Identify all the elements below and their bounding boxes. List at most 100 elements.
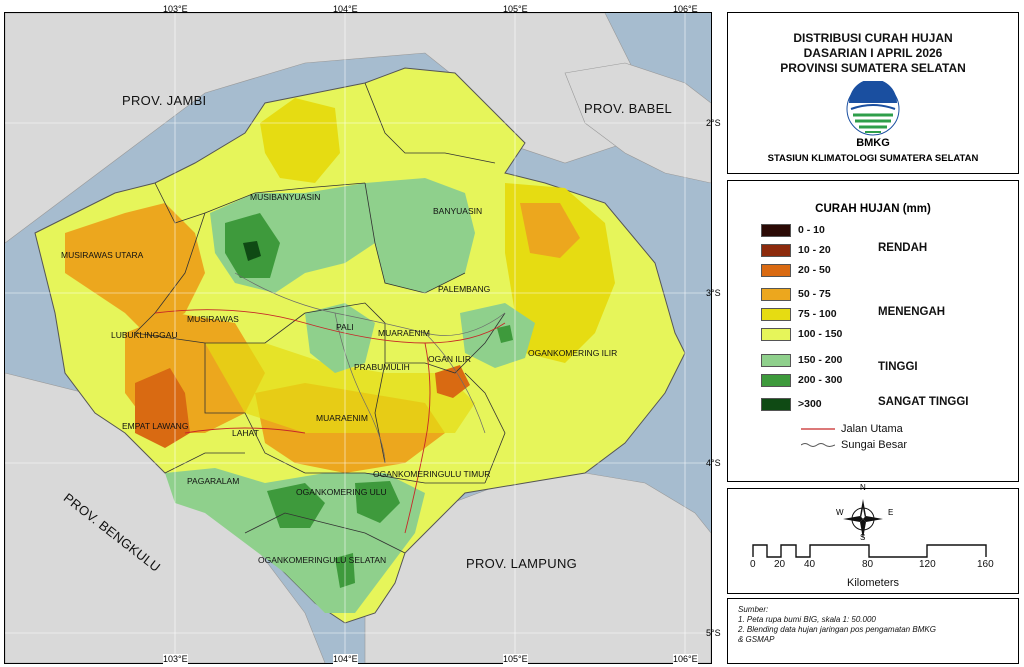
legend-swatch-100-150 xyxy=(761,327,791,341)
legend-road-label: Jalan Utama xyxy=(841,423,903,435)
scale-unit: Kilometers xyxy=(847,577,899,589)
legend-swatch-0-10 xyxy=(761,223,791,237)
legend-swatch-300 xyxy=(761,397,791,411)
zone-200-300-oku-west xyxy=(267,483,325,528)
legend-item-10-20: 10 - 20 xyxy=(761,243,831,257)
legend-label-200-300: 200 - 300 xyxy=(798,374,843,386)
legend-swatch-20-50 xyxy=(761,263,791,277)
legend-label-75-100: 75 - 100 xyxy=(798,308,837,320)
zone-50-75-west xyxy=(65,203,205,333)
zone-200-300-oku-east xyxy=(355,481,400,523)
agency-name: BMKG xyxy=(856,137,890,149)
province-babel-label: PROV. BABEL xyxy=(584,101,673,116)
zone-150-200-pali xyxy=(305,303,375,373)
region-pagaralam-label: PAGARALAM xyxy=(187,476,240,486)
legend-swatch-10-20 xyxy=(761,243,791,257)
zone-50-75-north xyxy=(260,98,340,183)
legend-item-300: >300 xyxy=(761,397,822,411)
legend-label-100-150: 100 - 150 xyxy=(798,328,843,340)
region-banyuasin-label: BANYUASIN xyxy=(433,206,483,216)
coord-bottom-105: 105°E xyxy=(503,654,528,664)
region-empat-lawang-label: EMPAT LAWANG xyxy=(122,421,189,431)
scale-tick-160: 160 xyxy=(977,559,994,570)
legend-item-0-10: 0 - 10 xyxy=(761,223,825,237)
region-musirawas-label: MUSIRAWAS xyxy=(187,314,239,324)
category-menengah: MENENGAH xyxy=(878,306,946,318)
coord-right-4s: 4°S xyxy=(706,458,721,468)
region-ogankomering-ilir-label: OGANKOMERING ILIR xyxy=(528,348,618,358)
graticule xyxy=(5,13,711,663)
rivers xyxy=(234,272,506,464)
coord-right-5s: 5°S xyxy=(706,628,721,638)
title-line-3: PROVINSI SUMATERA SELATAN xyxy=(780,61,966,75)
source-panel: Sumber: 1. Peta rupa bumi BIG, skala 1: … xyxy=(727,598,1019,664)
legend-label-10-20: 10 - 20 xyxy=(798,244,831,256)
scale-panel: N S W E 0 20 40 80 120 160 Kilometers xyxy=(727,483,1019,594)
region-ogan-ilir-label: OGAN ILIR xyxy=(428,354,471,364)
roads xyxy=(154,309,506,534)
source-line-3: & GSMAP xyxy=(738,635,775,644)
zone-20-50-ogan xyxy=(435,365,470,398)
title-panel: DISTRIBUSI CURAH HUJAN DASARIAN I APRIL … xyxy=(727,12,1019,174)
source-line-1: 1. Peta rupa bumi BIG, skala 1: 50.000 xyxy=(738,615,876,624)
legend-label-150-200: 150 - 200 xyxy=(798,354,843,366)
neighbor-land-lampung xyxy=(364,472,711,663)
legend-label-50-75: 50 - 75 xyxy=(798,288,831,300)
category-rendah: RENDAH xyxy=(878,242,928,254)
region-pali-label: PALI xyxy=(336,322,354,332)
legend-item-50-75: 50 - 75 xyxy=(761,287,831,301)
coord-top-106: 106°E xyxy=(673,4,698,14)
category-tinggi: TINGGI xyxy=(878,361,918,373)
coord-right-2s: 2°S xyxy=(706,118,721,128)
coord-right-3s: 3°S xyxy=(706,288,721,298)
compass-e: E xyxy=(888,508,894,517)
region-oku-timur-label: OGANKOMERINGULU TIMUR xyxy=(373,469,491,479)
zone-50-75-east-core xyxy=(520,203,580,258)
coord-top-103: 103°E xyxy=(163,4,188,14)
map-frame xyxy=(4,12,712,664)
scale-tick-40: 40 xyxy=(804,559,816,570)
zone-75-100-central xyxy=(205,343,475,433)
scale-bar xyxy=(752,544,987,558)
region-musibanyuasin-label: MUSIBANYUASIN xyxy=(250,192,321,202)
legend-river-label: Sungai Besar xyxy=(841,439,908,451)
scale-tick-20: 20 xyxy=(774,559,786,570)
road-line-icon xyxy=(801,428,835,430)
source-line-2: 2. Blending data hujan jaringan pos peng… xyxy=(738,625,936,634)
river-line-icon xyxy=(801,443,835,447)
zone-200-300-palembang xyxy=(497,325,513,343)
coord-bottom-106: 106°E xyxy=(673,654,698,664)
legend-label-300: >300 xyxy=(798,398,822,410)
zone-300-musibanyuasin xyxy=(243,241,261,261)
category-sangat-tinggi: SANGAT TINGGI xyxy=(878,396,969,408)
coord-bottom-104: 104°E xyxy=(333,654,358,664)
region-oku-label: OGANKOMERING ULU xyxy=(296,487,387,497)
legend-panel: CURAH HUJAN (mm) 0 - 10 10 - 20 20 - 50 … xyxy=(727,180,1019,482)
legend-swatch-75-100 xyxy=(761,307,791,321)
region-lubuklinggau-label: LUBUKLINGGAU xyxy=(111,330,178,340)
compass-n: N xyxy=(860,483,866,492)
scale-tick-80: 80 xyxy=(862,559,874,570)
station-name: STASIUN KLIMATOLOGI SUMATERA SELATAN xyxy=(767,153,979,164)
title-line-1: DISTRIBUSI CURAH HUJAN xyxy=(793,31,953,45)
coord-top-104: 104°E xyxy=(333,4,358,14)
legend-item-20-50: 20 - 50 xyxy=(761,263,831,277)
region-lahat-label: LAHAT xyxy=(232,428,259,438)
scale-tick-0: 0 xyxy=(750,559,756,570)
legend-road: Jalan Utama xyxy=(801,423,903,435)
region-prabumulih-label: PRABUMULIH xyxy=(354,362,410,372)
coord-top-105: 105°E xyxy=(503,4,528,14)
legend-swatch-50-75 xyxy=(761,287,791,301)
legend-swatch-150-200 xyxy=(761,353,791,367)
zone-20-50-empat-lawang xyxy=(135,368,190,448)
coord-bottom-103: 103°E xyxy=(163,654,188,664)
zone-150-200-banyuasin xyxy=(365,178,475,293)
source-heading: Sumber: xyxy=(738,605,769,614)
province-lampung-label: PROV. LAMPUNG xyxy=(466,556,578,571)
legend-title: CURAH HUJAN (mm) xyxy=(815,203,931,215)
region-oku-selatan-label: OGANKOMERINGULU SELATAN xyxy=(258,555,387,565)
rainfall-map xyxy=(5,13,711,663)
scale-tick-120: 120 xyxy=(919,559,936,570)
legend-label-20-50: 20 - 50 xyxy=(798,264,831,276)
compass-w: W xyxy=(836,508,844,517)
